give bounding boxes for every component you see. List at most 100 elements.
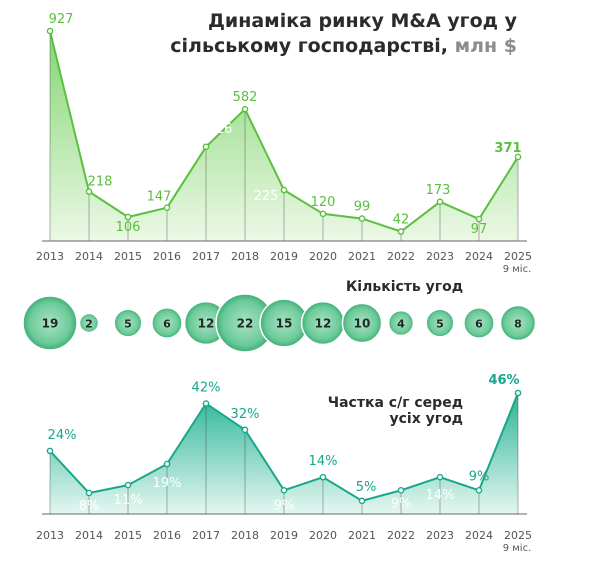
- value-area-chart: 927 218 106 147 416 582 225 120 99 42 173 97 371 2013…: [36, 12, 532, 275]
- share-point: [85, 489, 93, 497]
- count-bubble: [113, 308, 143, 338]
- share-data-label: 8%: [79, 499, 100, 514]
- value-tick-label: 2017: [192, 250, 220, 263]
- value-tick-label: 2016: [153, 250, 181, 263]
- share-tick-label: 2018: [231, 529, 259, 542]
- value-point: [280, 186, 288, 194]
- share-chart-title-2: усіх угод: [390, 411, 464, 427]
- count-bubble-chart: Кількість угод 19 2 5 6 12 22 15 12 10 4 5 6 8: [22, 279, 537, 353]
- value-data-label: 927: [49, 12, 74, 27]
- share-data-label: 9%: [274, 498, 295, 513]
- share-chart-title-1: Частка с/г серед: [328, 395, 463, 411]
- count-bubble-label: 8: [514, 318, 522, 331]
- share-data-label: 9%: [391, 496, 412, 511]
- share-tick-note: 9 міс.: [503, 542, 532, 554]
- value-data-label: 99: [354, 200, 371, 215]
- share-data-label: 14%: [426, 488, 455, 503]
- chart-title: Динаміка ринку M&A угод у сільському гос…: [97, 9, 517, 59]
- share-point: [280, 487, 288, 494]
- value-tick-note: 9 міс.: [503, 263, 532, 275]
- share-data-label: 5%: [356, 480, 377, 495]
- value-point: [241, 105, 249, 113]
- share-tick-label: 2022: [387, 529, 415, 542]
- count-bubble-label: 6: [163, 318, 171, 331]
- share-point: [202, 400, 210, 407]
- share-point: [514, 389, 522, 397]
- title-line-2: сільському господарстві, млн $: [97, 34, 517, 59]
- count-bubble-label: 10: [354, 317, 371, 331]
- title-line-1: Динаміка ринку M&A угод у: [207, 10, 517, 32]
- value-tick-label: 2019: [270, 250, 298, 263]
- value-point: [85, 188, 93, 195]
- count-bubble: [499, 304, 537, 342]
- count-bubble: [425, 308, 455, 338]
- value-data-label: 97: [471, 222, 488, 237]
- share-point: [397, 487, 405, 494]
- value-point: [124, 213, 132, 221]
- share-point: [124, 481, 132, 489]
- value-point: [436, 198, 444, 206]
- value-data-label: 218: [88, 175, 113, 190]
- value-tick-label: 2018: [231, 250, 259, 263]
- share-data-label: 14%: [309, 454, 338, 469]
- value-data-label: 371: [494, 141, 521, 156]
- share-data-label: 46%: [488, 373, 519, 388]
- value-tick-label: 2024: [465, 250, 493, 263]
- share-tick-label: 2017: [192, 529, 220, 542]
- count-bubble-label: 12: [198, 317, 215, 331]
- count-bubble: [151, 307, 183, 339]
- value-tick-label: 2020: [309, 250, 337, 263]
- count-bubble-label: 12: [315, 317, 332, 331]
- count-bubble: [22, 295, 78, 351]
- value-data-label: 173: [426, 183, 451, 198]
- share-tick-label: 2014: [75, 529, 103, 542]
- count-bubble: [387, 309, 415, 337]
- share-tick-label: 2020: [309, 529, 337, 542]
- count-bubble: [78, 312, 100, 334]
- value-point: [319, 210, 327, 218]
- share-point: [358, 497, 366, 505]
- share-tick-label: 2013: [36, 529, 64, 542]
- share-data-label: 42%: [192, 381, 221, 396]
- value-data-label: 120: [311, 195, 336, 210]
- count-chart-title: Кількість угод: [346, 279, 463, 295]
- share-point: [163, 460, 171, 468]
- count-bubble-label: 6: [475, 318, 483, 331]
- value-data-label: 416: [208, 122, 233, 137]
- count-bubble-label: 5: [436, 318, 444, 331]
- value-point: [397, 228, 405, 235]
- count-bubble-label: 5: [124, 318, 132, 331]
- title-unit: млн $: [454, 35, 517, 57]
- share-point: [475, 487, 483, 494]
- count-bubble: [341, 302, 383, 344]
- share-tick-label: 2025: [504, 529, 532, 542]
- title-line-2-text: сільському господарстві,: [170, 35, 448, 57]
- share-tick-label: 2015: [114, 529, 142, 542]
- value-tick-label: 2014: [75, 250, 103, 263]
- count-bubble-label: 19: [42, 317, 59, 331]
- value-tick-label: 2021: [348, 250, 376, 263]
- value-tick-label: 2015: [114, 250, 142, 263]
- share-data-label: 9%: [469, 469, 490, 484]
- value-point: [514, 153, 522, 161]
- value-data-label: 106: [116, 220, 141, 235]
- value-tick-label: 2025: [504, 250, 532, 263]
- value-point: [475, 215, 483, 223]
- share-point: [319, 473, 327, 481]
- count-bubble-label: 15: [276, 317, 293, 331]
- share-tick-label: 2024: [465, 529, 493, 542]
- value-data-label: 225: [254, 189, 279, 204]
- value-data-label: 42: [393, 212, 410, 227]
- share-tick-label: 2021: [348, 529, 376, 542]
- share-data-label: 32%: [231, 407, 260, 422]
- count-bubble-label: 22: [237, 317, 254, 331]
- share-data-label: 24%: [48, 428, 77, 443]
- share-point: [436, 473, 444, 481]
- share-data-label: 11%: [114, 493, 143, 508]
- value-data-label: 147: [147, 190, 172, 205]
- count-bubble: [463, 307, 495, 339]
- share-point: [241, 426, 249, 434]
- value-data-label: 582: [233, 90, 258, 105]
